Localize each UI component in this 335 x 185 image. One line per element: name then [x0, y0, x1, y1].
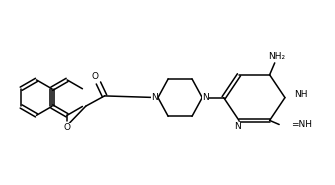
Text: N: N — [151, 93, 158, 102]
Text: N: N — [202, 93, 209, 102]
Text: O: O — [91, 72, 98, 81]
Text: O: O — [64, 123, 71, 132]
Text: =NH: =NH — [291, 120, 312, 129]
Text: NH: NH — [294, 90, 308, 99]
Text: NH₂: NH₂ — [268, 52, 285, 60]
Text: N: N — [234, 122, 241, 131]
